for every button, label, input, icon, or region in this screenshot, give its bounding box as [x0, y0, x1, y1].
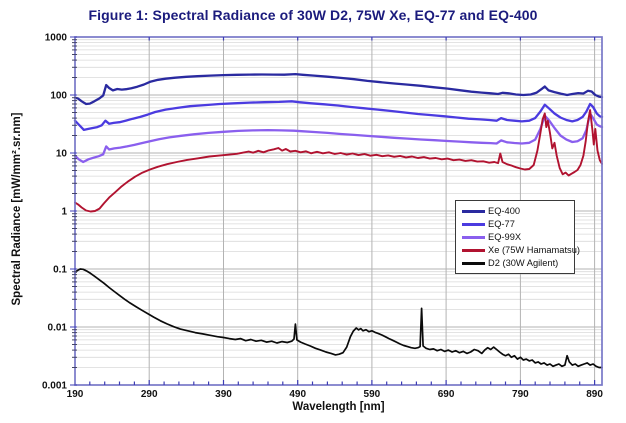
y-tick-label: 1000	[45, 33, 68, 44]
x-axis-label: Wavelength [nm]	[292, 401, 385, 413]
x-tick-label: 790	[512, 389, 529, 400]
x-tick-label: 890	[586, 389, 603, 400]
y-tick-label: 0.01	[48, 323, 68, 334]
legend-item-eq-99x: EQ-99X	[462, 231, 574, 244]
legend-label: EQ-400	[488, 206, 521, 216]
legend-line-sample	[462, 249, 485, 252]
legend-item-d2-30w-agilent: D2 (30W Agilent)	[462, 257, 574, 270]
y-tick-label: 0.1	[53, 265, 67, 276]
series-path-xe-75w-hamamatsu	[74, 109, 603, 213]
chart-title: Figure 1: Spectral Radiance of 30W D2, 7…	[88, 7, 538, 23]
legend-label: D2 (30W Agilent)	[488, 258, 559, 268]
legend-line-sample	[462, 223, 485, 226]
x-tick-label: 490	[289, 389, 306, 400]
x-tick-label: 290	[141, 389, 158, 400]
y-tick-label: 0.001	[42, 381, 67, 392]
legend-item-eq-400: EQ-400	[462, 205, 574, 218]
series-path-eq-77	[73, 100, 604, 132]
y-tick-label: 10	[56, 149, 68, 160]
legend-item-eq-77: EQ-77	[462, 218, 574, 231]
series-path-eq-99x	[73, 112, 604, 164]
legend-item-xe-75w-hamamatsu: Xe (75W Hamamatsu)	[462, 244, 580, 257]
legend-line-sample	[462, 210, 485, 213]
x-tick-label: 690	[438, 389, 455, 400]
x-tick-label: 390	[215, 389, 232, 400]
y-tick-label: 100	[50, 91, 67, 102]
legend-label: EQ-99X	[488, 232, 522, 242]
legend-line-sample	[462, 262, 485, 265]
legend-label: Xe (75W Hamamatsu)	[488, 245, 580, 255]
y-axis-label: Spectral Radiance [mW/mm².sr.nm]	[11, 112, 23, 306]
x-tick-label: 190	[67, 389, 84, 400]
series-path-eq-400	[73, 72, 604, 106]
series-path-d2-30w-agilent	[74, 268, 603, 369]
x-tick-label: 590	[364, 389, 381, 400]
legend-label: EQ-77	[488, 219, 515, 229]
legend-line-sample	[462, 236, 485, 239]
legend: EQ-400 EQ-77 EQ-99X Xe (75W Hamamatsu) D2 (3…	[455, 200, 580, 274]
y-tick-label: 1	[61, 207, 67, 218]
